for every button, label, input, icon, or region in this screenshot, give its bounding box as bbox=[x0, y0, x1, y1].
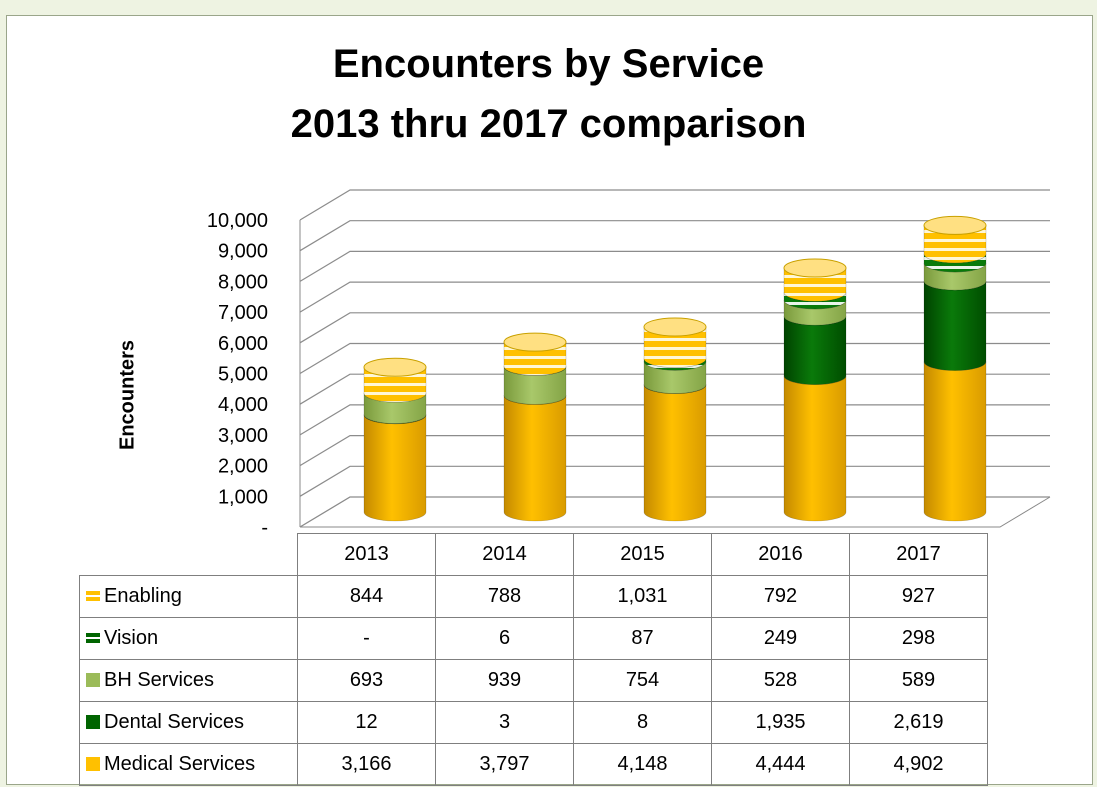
y-tick-layer: - 1,000 2,000 3,000 4,000 5,000 6,000 7,000 8,00… bbox=[207, 210, 268, 539]
legend-swatch bbox=[86, 589, 100, 603]
data-label: 12 bbox=[297, 701, 436, 744]
legend-swatch bbox=[86, 631, 100, 645]
bar-group-2016 bbox=[783, 258, 847, 522]
gridline bbox=[299, 220, 1050, 252]
data-label: 87 bbox=[573, 617, 712, 660]
table-col-header: 2013 bbox=[297, 533, 436, 576]
bar-group-2015 bbox=[643, 317, 707, 522]
y-tick-label: 5,000 bbox=[218, 364, 268, 386]
data-label: 2,619 bbox=[849, 701, 988, 744]
table-row: Medical Services 3,166 3,797 4,148 4,444 4,90… bbox=[79, 743, 988, 786]
table-corner bbox=[79, 533, 298, 576]
data-label: 927 bbox=[849, 575, 988, 618]
data-label: 1,031 bbox=[573, 575, 712, 618]
legend-entry: Enabling bbox=[79, 575, 298, 618]
bar-top-cap bbox=[643, 317, 707, 337]
series-name: BH Services bbox=[104, 669, 215, 691]
y-tick-label: 9,000 bbox=[218, 241, 268, 263]
data-label: 249 bbox=[711, 617, 850, 660]
bar-segment bbox=[783, 292, 847, 310]
legend-entry: BH Services bbox=[79, 659, 298, 702]
legend-entry: Medical Services bbox=[79, 743, 298, 786]
bar-segment bbox=[783, 316, 847, 385]
legend-swatch bbox=[86, 757, 100, 771]
data-label: 6 bbox=[435, 617, 574, 660]
bar-top-cap bbox=[503, 332, 567, 352]
data-label: 792 bbox=[711, 575, 850, 618]
y-tick-label: 2,000 bbox=[218, 456, 268, 478]
y-tick-label: 6,000 bbox=[218, 333, 268, 355]
bar-segment bbox=[503, 366, 567, 405]
data-label: 939 bbox=[435, 659, 574, 702]
series-name: Vision bbox=[104, 627, 159, 649]
data-label: 4,444 bbox=[711, 743, 850, 786]
series-name: Enabling bbox=[104, 585, 182, 607]
series-name: Medical Services bbox=[104, 753, 256, 775]
bar-top-cap bbox=[923, 215, 987, 235]
bar-group-2014 bbox=[503, 332, 567, 522]
y-tick-label: 10,000 bbox=[207, 210, 268, 232]
gridline bbox=[299, 250, 1050, 282]
bar-top-cap bbox=[363, 357, 427, 377]
data-label: 3 bbox=[435, 701, 574, 744]
gridline bbox=[299, 189, 1050, 221]
legend-entry: Vision bbox=[79, 617, 298, 660]
bar-top-cap bbox=[783, 258, 847, 278]
y-tick-label: 4,000 bbox=[218, 394, 268, 416]
table-row: Enabling 844 788 1,031 792 927 bbox=[79, 575, 988, 618]
data-label: 298 bbox=[849, 617, 988, 660]
data-label: 4,148 bbox=[573, 743, 712, 786]
data-label: 844 bbox=[297, 575, 436, 618]
bar-group-2013 bbox=[363, 357, 427, 522]
y-tick-label: 1,000 bbox=[218, 486, 268, 508]
table-col-header: 2015 bbox=[573, 533, 712, 576]
data-label: 693 bbox=[297, 659, 436, 702]
table-header-row: 2013 2014 2015 2016 2017 bbox=[79, 533, 988, 576]
bar-layer bbox=[363, 215, 987, 522]
bar-segment bbox=[783, 375, 847, 522]
table-row: Vision -6 87 249 298 bbox=[79, 617, 988, 660]
data-label: - bbox=[297, 617, 436, 660]
legend-swatch bbox=[86, 673, 100, 687]
series-name: Dental Services bbox=[104, 711, 245, 733]
table-row: Dental Services 12 3 8 1,935 2,619 bbox=[79, 701, 988, 744]
data-label: 1,935 bbox=[711, 701, 850, 744]
chart-subtitle: 2013 thru 2017 comparison bbox=[290, 102, 807, 146]
y-tick-label: 7,000 bbox=[218, 302, 268, 324]
table-col-header: 2017 bbox=[849, 533, 988, 576]
chart-title: Encounters by Service bbox=[332, 42, 765, 86]
table-col-header: 2014 bbox=[435, 533, 574, 576]
data-label: 3,166 bbox=[297, 743, 436, 786]
table-row: BH Services 693 939 754 528 589 bbox=[79, 659, 988, 702]
y-tick-label: - bbox=[261, 517, 268, 539]
bar-segment bbox=[923, 281, 987, 371]
y-tick-label: 3,000 bbox=[218, 425, 268, 447]
bar-segment bbox=[643, 384, 707, 394]
bar-segment bbox=[643, 384, 707, 522]
data-label: 754 bbox=[573, 659, 712, 702]
data-label: 528 bbox=[711, 659, 850, 702]
bar-segment bbox=[363, 414, 427, 522]
table-col-header: 2016 bbox=[711, 533, 850, 576]
data-label: 589 bbox=[849, 659, 988, 702]
data-table: 2013 2014 2015 2016 2017 Enabling 844 788 1,031… bbox=[79, 533, 988, 786]
bar-segment bbox=[923, 361, 987, 522]
data-label: 788 bbox=[435, 575, 574, 618]
y-tick-label: 8,000 bbox=[218, 271, 268, 293]
data-label: 8 bbox=[573, 701, 712, 744]
data-label: 4,902 bbox=[849, 743, 988, 786]
data-label: 3,797 bbox=[435, 743, 574, 786]
legend-swatch bbox=[86, 715, 100, 729]
legend-entry: Dental Services bbox=[79, 701, 298, 744]
bar-group-2017 bbox=[923, 215, 987, 522]
bar-segment bbox=[503, 395, 567, 522]
